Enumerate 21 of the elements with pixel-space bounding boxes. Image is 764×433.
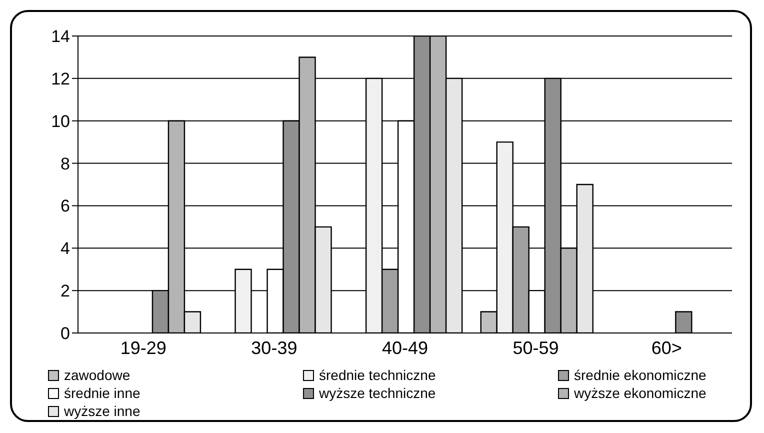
bar — [675, 311, 692, 333]
y-tick-label: 4 — [60, 239, 70, 258]
y-tick-label: 0 — [60, 324, 70, 344]
y-tick-label: 2 — [60, 282, 70, 301]
x-tick-label: 50-59 — [512, 338, 559, 358]
legend-label: średnie inne — [64, 385, 140, 401]
x-tick-label: 30-39 — [251, 338, 298, 358]
legend-label: zawodowe — [64, 367, 130, 383]
y-tick-label: 14 — [51, 27, 70, 46]
x-tick-label: 19-29 — [120, 338, 166, 358]
x-tick-label: 60> — [651, 338, 682, 358]
y-tick-label: 6 — [60, 196, 70, 216]
legend-label: wyższe ekonomiczne — [574, 385, 706, 401]
legend-label: wyższe techniczne — [319, 385, 436, 401]
y-tick-label: 10 — [51, 112, 70, 131]
y-tick-label: 8 — [60, 154, 70, 174]
legend-label: wyższe inne — [64, 403, 140, 419]
y-tick-label: 12 — [51, 69, 70, 88]
legend-label: średnie techniczne — [319, 367, 436, 383]
x-tick-label: 40-49 — [382, 338, 428, 358]
legend-label: średnie ekonomiczne — [574, 367, 706, 383]
